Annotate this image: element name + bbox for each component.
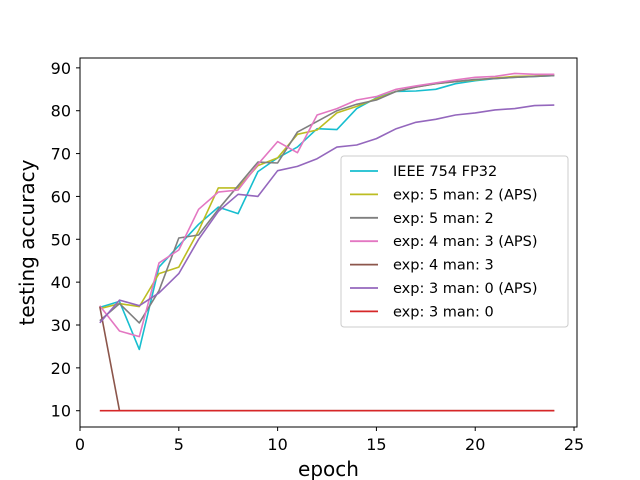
series-line-4 — [99, 72, 555, 338]
legend-entry-label: exp: 4 man: 3 — [393, 258, 494, 274]
y-tick-label: 60 — [51, 187, 71, 206]
legend-entry-label: exp: 4 man: 3 (APS) — [393, 234, 538, 250]
y-tick-label: 30 — [51, 316, 71, 335]
x-tick-label: 0 — [75, 435, 85, 454]
x-tick-label: 15 — [366, 435, 386, 454]
series-line-6 — [99, 104, 555, 324]
x-tick-label: 10 — [267, 435, 287, 454]
series-line-3 — [99, 74, 555, 324]
y-tick-label: 90 — [51, 59, 71, 78]
x-tick-label: 20 — [465, 435, 485, 454]
legend-entry-label: exp: 3 man: 0 (APS) — [393, 281, 538, 297]
plot-frame — [79, 57, 578, 428]
legend-box — [340, 155, 569, 328]
series-layer — [99, 72, 555, 412]
y-axis-label: testing accuracy — [15, 159, 39, 325]
y-tick-label: 50 — [51, 230, 71, 249]
legend-entry-label: exp: 5 man: 2 (APS) — [393, 187, 538, 203]
legend-entry-label: exp: 3 man: 0 — [393, 304, 494, 320]
x-tick-label: 5 — [174, 435, 184, 454]
x-axis-label: epoch — [298, 457, 359, 480]
y-tick-label: 80 — [51, 102, 71, 121]
x-tick-label: 25 — [564, 435, 584, 454]
legend-entry-label: IEEE 754 FP32 — [393, 164, 497, 180]
legend: IEEE 754 FP32 exp: 5 man: 2 (APS) exp: 5 m… — [340, 155, 569, 328]
y-tick-label: 40 — [51, 273, 71, 292]
y-tick-label: 70 — [51, 145, 71, 164]
y-tick-label: 20 — [51, 359, 71, 378]
y-tick-label: 10 — [51, 402, 71, 421]
legend-entry-label: exp: 5 man: 2 — [393, 211, 494, 227]
x-axis: 0 5 10 15 20 25 — [75, 427, 584, 454]
y-axis: 10 20 30 40 50 60 70 80 90 — [51, 59, 80, 421]
